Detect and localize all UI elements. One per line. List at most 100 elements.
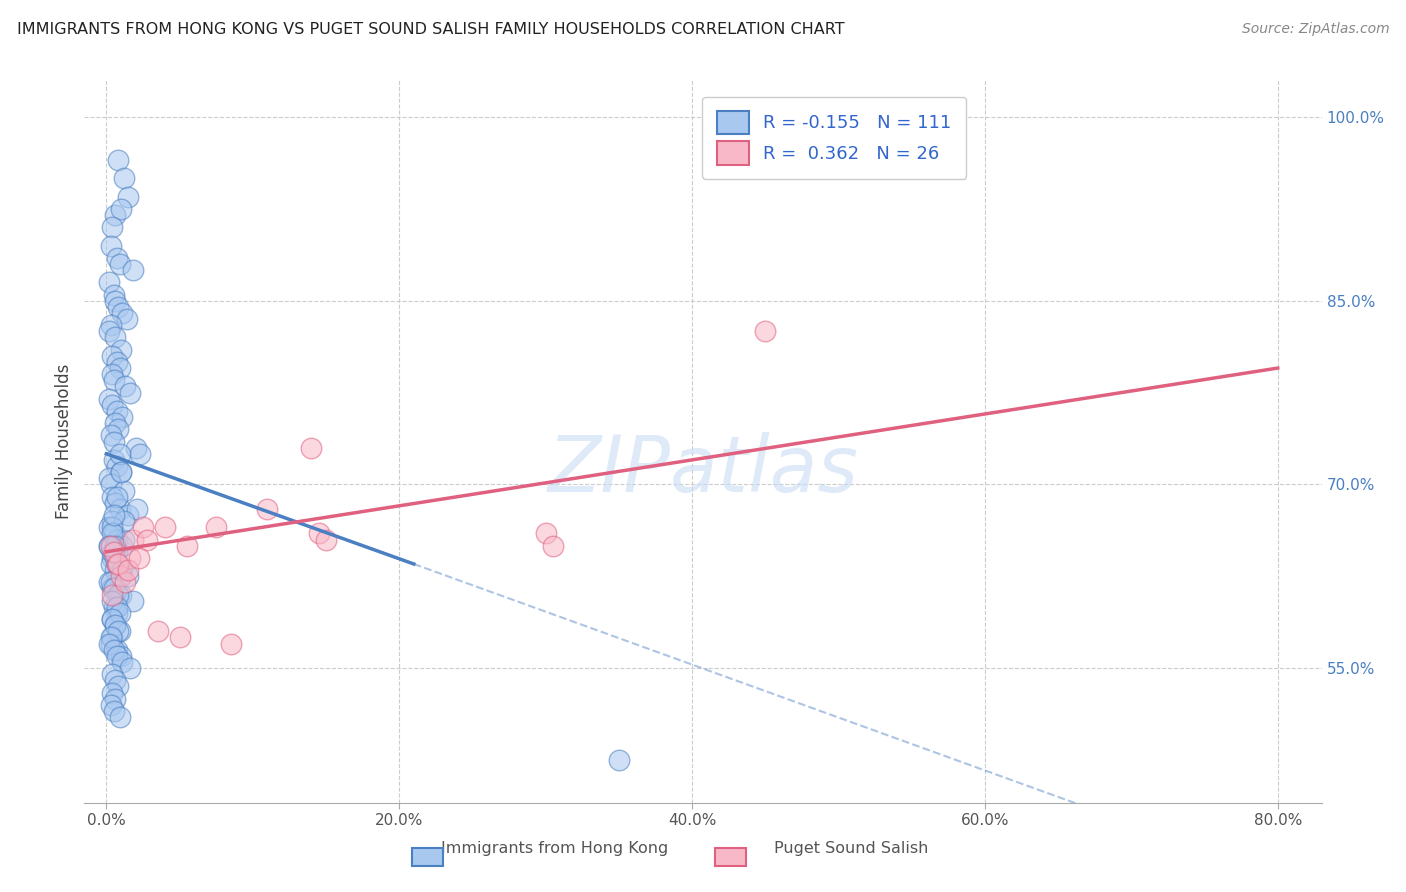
Point	[104, 673, 127, 688]
Point	[104, 416, 127, 430]
Point	[101, 667, 124, 681]
Point	[111, 563, 134, 577]
Point	[117, 563, 139, 577]
Point	[114, 379, 136, 393]
Point	[176, 539, 198, 553]
Point	[108, 624, 131, 639]
Point	[98, 539, 121, 553]
Point	[121, 593, 143, 607]
Point	[98, 520, 121, 534]
Point	[105, 642, 128, 657]
Point	[110, 648, 132, 663]
Point	[541, 539, 564, 553]
Point	[104, 293, 127, 308]
Point	[104, 496, 127, 510]
Point	[103, 642, 125, 657]
Point	[107, 557, 129, 571]
Point	[100, 631, 122, 645]
Point	[101, 514, 124, 528]
Point	[100, 238, 122, 252]
Point	[103, 599, 125, 614]
Point	[103, 704, 125, 718]
Point	[112, 483, 135, 498]
Point	[104, 563, 127, 577]
Point	[104, 691, 127, 706]
Point	[100, 637, 122, 651]
Point	[101, 349, 124, 363]
Point	[108, 502, 131, 516]
Point	[98, 539, 121, 553]
Point	[117, 508, 139, 522]
Point	[101, 612, 124, 626]
Point	[98, 392, 121, 406]
Point	[105, 533, 128, 547]
Point	[107, 153, 129, 167]
Point	[108, 361, 131, 376]
Point	[256, 502, 278, 516]
Point	[105, 648, 128, 663]
Point	[101, 490, 124, 504]
Point	[105, 557, 128, 571]
Point	[105, 606, 128, 620]
Point	[101, 550, 124, 565]
Point	[101, 631, 124, 645]
Point	[107, 569, 129, 583]
Text: ZIPatlas: ZIPatlas	[547, 433, 859, 508]
Point	[104, 618, 127, 632]
Point	[107, 588, 129, 602]
Point	[169, 631, 191, 645]
Text: Puget Sound Salish: Puget Sound Salish	[775, 841, 928, 856]
Point	[153, 520, 176, 534]
Point	[107, 422, 129, 436]
Point	[100, 698, 122, 712]
Point	[121, 263, 143, 277]
Point	[118, 385, 141, 400]
Text: IMMIGRANTS FROM HONG KONG VS PUGET SOUND SALISH FAMILY HOUSEHOLDS CORRELATION CH: IMMIGRANTS FROM HONG KONG VS PUGET SOUND…	[17, 22, 845, 37]
Point	[103, 373, 125, 387]
Point	[103, 453, 125, 467]
Point	[105, 545, 128, 559]
Point	[315, 533, 337, 547]
Point	[104, 539, 127, 553]
Legend: R = -0.155   N = 111, R =  0.362   N = 26: R = -0.155 N = 111, R = 0.362 N = 26	[702, 96, 966, 179]
Point	[104, 550, 127, 565]
Point	[101, 520, 124, 534]
Point	[101, 612, 124, 626]
Point	[100, 477, 122, 491]
Point	[219, 637, 242, 651]
Point	[111, 306, 134, 320]
Point	[104, 618, 127, 632]
Point	[101, 588, 124, 602]
Point	[101, 593, 124, 607]
Point	[108, 710, 131, 724]
Point	[103, 508, 125, 522]
Point	[107, 300, 129, 314]
Point	[125, 502, 148, 516]
Point	[124, 441, 146, 455]
Point	[103, 434, 125, 449]
Point	[110, 588, 132, 602]
Point	[101, 685, 124, 699]
Point	[97, 471, 120, 485]
Point	[105, 404, 128, 418]
Point	[117, 569, 139, 583]
Point	[103, 582, 125, 596]
Point	[110, 465, 132, 479]
FancyBboxPatch shape	[716, 848, 747, 865]
Point	[104, 330, 127, 344]
Point	[112, 171, 135, 186]
Point	[110, 202, 132, 216]
Point	[97, 324, 120, 338]
Point	[136, 533, 159, 547]
Point	[112, 514, 135, 528]
Point	[607, 753, 630, 767]
Point	[129, 447, 152, 461]
FancyBboxPatch shape	[412, 848, 443, 865]
Point	[108, 447, 131, 461]
Point	[108, 257, 131, 271]
Point	[101, 526, 124, 541]
Point	[98, 575, 121, 590]
Point	[100, 557, 122, 571]
Point	[105, 458, 128, 473]
Point	[105, 557, 128, 571]
